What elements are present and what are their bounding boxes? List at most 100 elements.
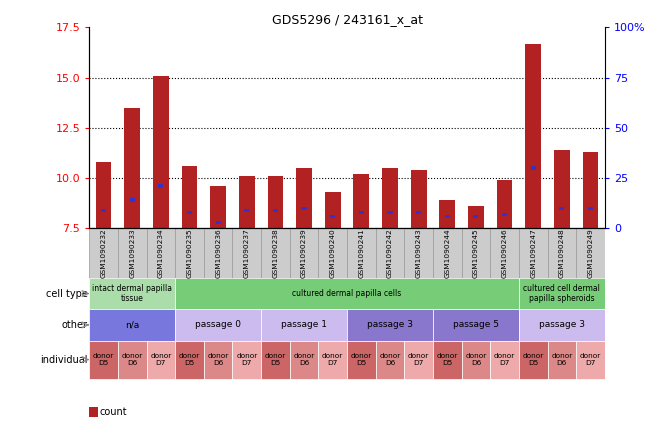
Text: donor
D7: donor D7 <box>494 353 515 366</box>
Bar <box>268 176 284 228</box>
Bar <box>547 228 576 278</box>
Bar <box>433 309 519 341</box>
Text: intact dermal papilla
tissue: intact dermal papilla tissue <box>92 284 173 303</box>
Text: GSM1090242: GSM1090242 <box>387 228 393 278</box>
Bar <box>158 184 163 188</box>
Bar <box>296 168 312 228</box>
Text: donor
D5: donor D5 <box>265 353 286 366</box>
Text: cell type: cell type <box>46 288 88 299</box>
Text: GSM1090245: GSM1090245 <box>473 228 479 278</box>
Text: GSM1090247: GSM1090247 <box>530 228 536 278</box>
Text: GSM1090235: GSM1090235 <box>186 228 192 278</box>
Bar <box>261 341 290 379</box>
Bar <box>319 341 347 379</box>
Bar <box>490 341 519 379</box>
Bar <box>405 228 433 278</box>
Bar <box>96 162 112 228</box>
Bar <box>89 278 175 309</box>
Bar <box>519 228 547 278</box>
Bar <box>519 309 605 341</box>
Bar <box>89 228 118 278</box>
Text: GSM1090236: GSM1090236 <box>215 228 221 278</box>
Text: count: count <box>99 407 127 418</box>
Bar <box>187 211 192 214</box>
Bar <box>210 186 226 228</box>
Bar <box>347 309 433 341</box>
Bar <box>525 44 541 228</box>
Bar <box>130 198 135 202</box>
Bar <box>175 278 519 309</box>
Bar <box>375 341 405 379</box>
Bar <box>347 228 375 278</box>
Text: GSM1090232: GSM1090232 <box>100 228 106 278</box>
Bar <box>496 180 512 228</box>
Text: GSM1090238: GSM1090238 <box>272 228 278 278</box>
Text: donor
D6: donor D6 <box>379 353 401 366</box>
Text: donor
D6: donor D6 <box>208 353 229 366</box>
Text: passage 3: passage 3 <box>367 321 413 330</box>
Text: donor
D6: donor D6 <box>465 353 486 366</box>
Bar <box>382 168 398 228</box>
Bar <box>433 228 461 278</box>
Bar <box>502 212 507 216</box>
Bar <box>261 309 347 341</box>
Text: GSM1090249: GSM1090249 <box>588 228 594 278</box>
Bar <box>319 228 347 278</box>
Bar <box>290 341 319 379</box>
Text: cultured cell dermal
papilla spheroids: cultured cell dermal papilla spheroids <box>524 284 600 303</box>
Bar <box>473 214 479 218</box>
Bar <box>89 309 175 341</box>
Bar <box>239 176 254 228</box>
Bar <box>375 228 405 278</box>
Bar <box>433 341 461 379</box>
Text: GSM1090239: GSM1090239 <box>301 228 307 278</box>
Bar <box>124 108 140 228</box>
Text: passage 5: passage 5 <box>453 321 499 330</box>
Bar <box>147 341 175 379</box>
Text: donor
D5: donor D5 <box>523 353 544 366</box>
Bar <box>461 341 490 379</box>
Title: GDS5296 / 243161_x_at: GDS5296 / 243161_x_at <box>272 14 422 26</box>
Text: donor
D7: donor D7 <box>580 353 601 366</box>
Text: donor
D5: donor D5 <box>179 353 200 366</box>
Text: other: other <box>61 320 88 330</box>
Text: GSM1090237: GSM1090237 <box>244 228 250 278</box>
Bar <box>118 228 147 278</box>
Text: GSM1090243: GSM1090243 <box>416 228 422 278</box>
Text: GSM1090233: GSM1090233 <box>129 228 136 278</box>
Text: cultured dermal papilla cells: cultured dermal papilla cells <box>292 289 402 298</box>
Bar <box>273 209 278 212</box>
Text: donor
D5: donor D5 <box>351 353 372 366</box>
Bar <box>576 341 605 379</box>
Text: individual: individual <box>40 354 88 365</box>
Bar <box>204 341 233 379</box>
Bar <box>244 209 249 212</box>
Bar <box>118 341 147 379</box>
Bar <box>89 407 98 418</box>
Bar <box>490 228 519 278</box>
Bar <box>330 214 335 218</box>
Bar <box>354 174 369 228</box>
Bar <box>215 220 221 224</box>
Bar <box>359 211 364 214</box>
Bar <box>461 228 490 278</box>
Bar <box>261 228 290 278</box>
Text: GSM1090234: GSM1090234 <box>158 228 164 278</box>
Bar <box>559 206 564 210</box>
Text: donor
D5: donor D5 <box>93 353 114 366</box>
Bar <box>445 214 450 218</box>
Bar <box>153 76 169 228</box>
Bar <box>405 341 433 379</box>
Bar <box>290 228 319 278</box>
Bar <box>576 228 605 278</box>
Bar <box>519 278 605 309</box>
Text: donor
D5: donor D5 <box>437 353 458 366</box>
Bar <box>347 341 375 379</box>
Bar <box>582 152 598 228</box>
Bar <box>233 228 261 278</box>
Bar <box>233 341 261 379</box>
Bar <box>468 206 484 228</box>
Bar <box>416 211 421 214</box>
Bar <box>440 201 455 228</box>
Text: donor
D7: donor D7 <box>236 353 257 366</box>
